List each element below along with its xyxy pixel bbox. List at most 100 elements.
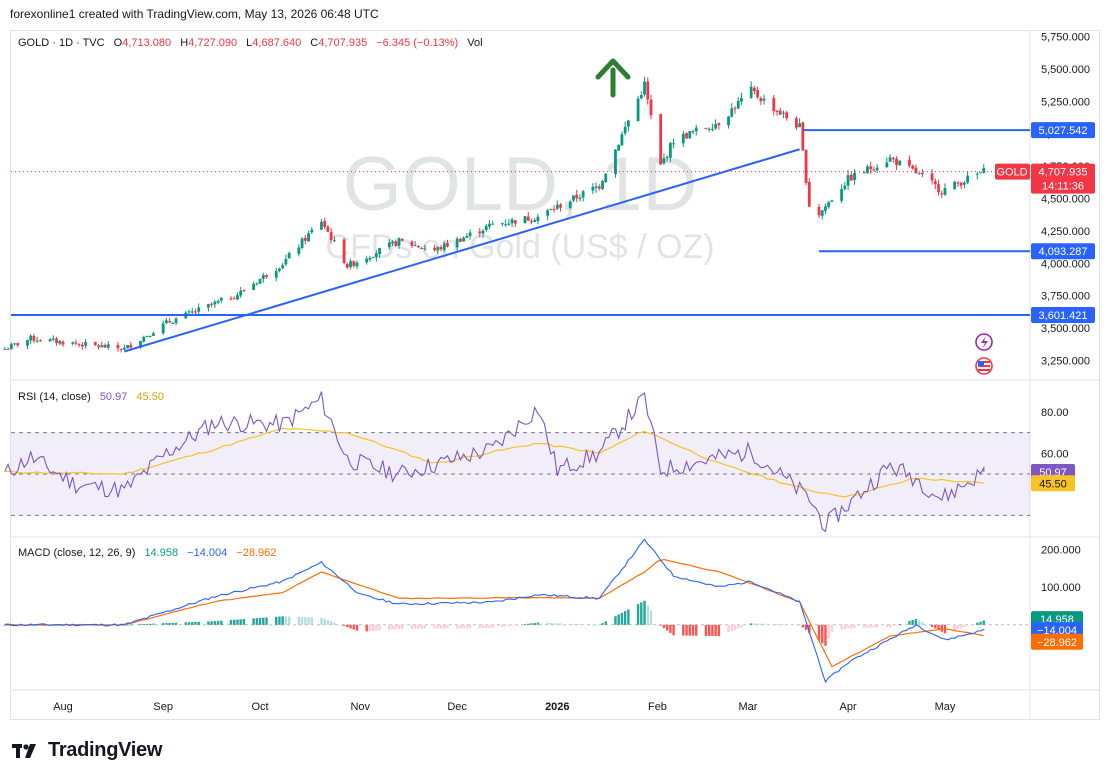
us-flag-icon[interactable] — [975, 357, 993, 375]
candle — [368, 255, 372, 262]
candle — [943, 183, 947, 196]
macd-histogram-bar — [352, 624, 355, 630]
rsi-axis-tick: 80.00 — [1041, 407, 1069, 419]
candle — [126, 344, 130, 349]
rsi-ma-value: 45.50 — [136, 391, 164, 403]
macd-histogram-bar — [917, 620, 921, 625]
macd-histogram-bar — [934, 624, 937, 629]
candle — [481, 228, 485, 238]
candle — [717, 122, 721, 130]
candle — [601, 179, 604, 191]
chart-canvas[interactable]: GOLD, 1D CFDs on Gold (US$ / OZ) 3,250.0… — [0, 0, 1110, 730]
macd-histogram-bar — [976, 622, 979, 625]
candle — [300, 237, 304, 250]
candle — [681, 130, 685, 148]
macd-histogram-bar — [507, 624, 511, 627]
candle — [219, 297, 223, 304]
macd-histogram-bar — [462, 624, 465, 629]
macd-histogram-bar — [391, 624, 394, 630]
macd-histogram-bar — [785, 624, 788, 626]
candle — [643, 76, 646, 97]
rsi-value-badge: 45.50 — [1031, 475, 1075, 492]
chart-caption: forexonline1 created with TradingView.co… — [10, 7, 379, 21]
macd-histogram-bar — [187, 622, 191, 625]
legend-high-value: 4,727.090 — [188, 37, 237, 49]
macd-histogram-bar — [930, 624, 934, 627]
candle — [691, 129, 695, 135]
macd-histogram-bar — [329, 621, 333, 625]
svg-text:5,027.542: 5,027.542 — [1039, 125, 1088, 137]
macd-histogram-bar — [827, 624, 830, 639]
macd-histogram-bar — [711, 624, 714, 637]
candle — [523, 216, 527, 224]
macd-histogram-bar — [707, 624, 711, 636]
candle — [549, 208, 553, 211]
trendline[interactable] — [124, 148, 800, 353]
candle — [410, 240, 414, 249]
macd-histogram-bar — [853, 624, 856, 629]
price-axis-tick: 3,750.000 — [1041, 291, 1090, 303]
macd-histogram-bar — [620, 612, 624, 625]
macd-histogram-bar — [688, 624, 691, 636]
candle — [446, 239, 449, 248]
candle — [320, 219, 323, 231]
candle — [71, 341, 75, 346]
candle — [617, 144, 621, 152]
candle — [6, 347, 10, 351]
lightning-icon[interactable] — [975, 333, 993, 351]
candle — [329, 227, 333, 244]
macd-histogram-bar — [627, 609, 630, 625]
macd-histogram-bar — [233, 619, 236, 625]
macd-histogram-bar — [307, 617, 310, 625]
macd-histogram-bar — [885, 624, 889, 628]
macd-histogram-bar — [501, 624, 504, 627]
candle — [546, 208, 550, 221]
macd-histogram-bar — [795, 624, 798, 626]
macd-histogram-bar — [410, 624, 414, 629]
candle — [694, 124, 698, 136]
macd-histogram-bar — [636, 604, 640, 625]
candle — [232, 296, 236, 300]
legend-close-value: 4,707.935 — [318, 37, 367, 49]
candle — [507, 219, 511, 226]
tradingview-logo[interactable]: TradingView — [12, 739, 162, 762]
macd-histogram-bar — [149, 623, 152, 625]
macd-histogram-bar — [594, 624, 598, 626]
candle — [762, 94, 766, 105]
candle — [804, 149, 808, 186]
candle — [714, 119, 718, 130]
macd-histogram-bar — [255, 618, 259, 625]
candle — [216, 299, 220, 305]
candle — [730, 103, 734, 118]
candle — [161, 320, 165, 335]
candle — [930, 169, 934, 185]
macd-histogram-bar — [436, 624, 439, 629]
candle — [849, 171, 853, 181]
candle — [197, 303, 201, 315]
macd-histogram-bar — [310, 617, 313, 625]
candle — [959, 182, 963, 190]
level-price-badge: 5,027.542 — [1031, 122, 1095, 139]
candle — [733, 105, 737, 114]
macd-histogram-bar — [772, 624, 775, 625]
chart-frame[interactable] — [10, 30, 1100, 720]
candle — [29, 334, 33, 345]
time-axis-tick: Aug — [53, 701, 73, 713]
candle — [13, 343, 16, 346]
candle — [400, 237, 404, 242]
price-axis-tick: 4,500.000 — [1041, 194, 1090, 206]
time-axis-tick: Dec — [447, 701, 467, 713]
candle — [326, 225, 330, 233]
rsi-axis-tick: 60.00 — [1041, 448, 1069, 460]
candle — [210, 302, 214, 308]
candle — [55, 336, 58, 346]
macd-histogram-bar — [640, 602, 643, 625]
candle — [152, 331, 155, 336]
macd-histogram-bar — [423, 624, 427, 629]
macd-histogram-bar — [704, 624, 708, 636]
candle — [875, 164, 879, 174]
macd-histogram-bar — [953, 624, 956, 631]
candle — [458, 237, 462, 242]
candle — [255, 282, 259, 286]
candle — [378, 247, 382, 258]
